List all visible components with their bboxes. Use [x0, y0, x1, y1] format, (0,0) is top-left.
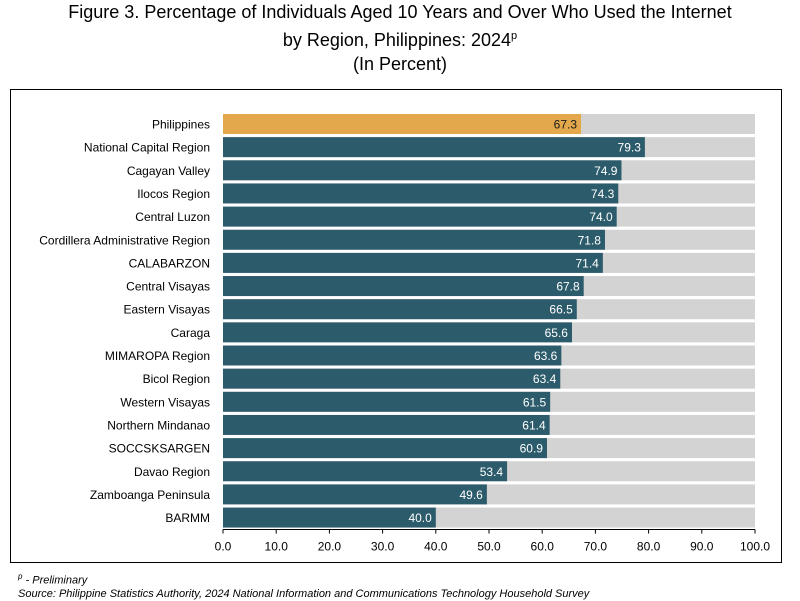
x-tick-label: 70.0 [584, 540, 608, 554]
bar [223, 183, 619, 204]
category-label: Eastern Visayas [124, 303, 211, 317]
data-label: 61.5 [523, 395, 547, 409]
x-tick-label: 40.0 [424, 540, 448, 554]
bar [223, 206, 617, 227]
bar [223, 368, 561, 389]
data-label: 74.3 [591, 187, 615, 201]
data-label: 66.5 [549, 303, 573, 317]
bar [223, 137, 645, 158]
bar [223, 299, 577, 320]
x-tick-label: 30.0 [371, 540, 395, 554]
category-label: Central Luzon [135, 210, 210, 224]
category-label: BARMM [165, 511, 210, 525]
x-tick-label: 0.0 [215, 540, 232, 554]
x-tick-label: 50.0 [477, 540, 501, 554]
footnote-marker: p [18, 572, 23, 581]
bar [223, 160, 622, 181]
bar [223, 461, 508, 482]
data-label: 79.3 [618, 141, 642, 155]
title-line-2: by Region, Philippines: 2024p [0, 24, 800, 52]
footnotes: p - Preliminary Source: Philippine Stati… [18, 570, 589, 601]
data-label: 74.9 [594, 164, 618, 178]
title-superscript: p [511, 30, 518, 42]
category-label: Ilocos Region [137, 187, 210, 201]
bar [223, 276, 584, 297]
x-tick-label: 100.0 [740, 540, 770, 554]
bar-highlight [223, 114, 582, 134]
data-label: 40.0 [408, 511, 432, 525]
footnote-preliminary: p - Preliminary [18, 570, 589, 588]
category-label: Zamboanga Peninsula [90, 488, 210, 502]
footnote-source: Source: Philippine Statistics Authority,… [18, 587, 590, 600]
category-label: SOCCSKSARGEN [109, 442, 210, 456]
footnote-preliminary-text: - Preliminary [22, 574, 88, 587]
bar [223, 391, 551, 412]
bar [223, 345, 562, 366]
chart-title: Figure 3. Percentage of Individuals Aged… [0, 0, 800, 76]
category-label: Cagayan Valley [127, 164, 210, 178]
data-label: 49.6 [460, 488, 484, 502]
x-tick-label: 10.0 [265, 540, 289, 554]
bar [223, 507, 436, 528]
data-label: 63.6 [534, 349, 558, 363]
bar [223, 229, 605, 250]
bar [223, 438, 547, 459]
data-label: 61.4 [522, 418, 546, 432]
title-line-2-text: by Region, Philippines: 2024 [282, 30, 512, 50]
bar [223, 322, 572, 343]
x-tick-label: 20.0 [318, 540, 342, 554]
title-line-1: Figure 3. Percentage of Individuals Aged… [68, 2, 732, 22]
category-label: Central Visayas [126, 280, 210, 294]
category-label: CALABARZON [129, 256, 210, 270]
data-label: 71.8 [578, 233, 602, 247]
bar [223, 484, 487, 505]
data-label: 63.4 [533, 372, 557, 386]
x-tick-label: 90.0 [690, 540, 714, 554]
bar [223, 252, 603, 273]
data-label: 67.3 [554, 118, 578, 132]
data-label: 65.6 [545, 326, 569, 340]
category-label: Western Visayas [120, 395, 210, 409]
category-label: Davao Region [134, 465, 210, 479]
title-line-3: (In Percent) [352, 54, 448, 74]
data-label: 53.4 [480, 465, 504, 479]
x-tick-label: 80.0 [637, 540, 661, 554]
category-label: Northern Mindanao [107, 418, 210, 432]
category-label: National Capital Region [84, 141, 210, 155]
category-label: Cordillera Administrative Region [39, 233, 210, 247]
chart-frame: 67.3 Philippines 79.3 National Capital Regi… [10, 89, 782, 563]
data-label: 74.0 [589, 210, 613, 224]
bar [223, 414, 550, 435]
category-label: Caraga [171, 326, 211, 340]
category-label: Bicol Region [143, 372, 210, 386]
data-label: 67.8 [556, 280, 580, 294]
data-label: 60.9 [520, 442, 544, 456]
x-tick-label: 60.0 [531, 540, 555, 554]
data-label: 71.4 [575, 256, 599, 270]
category-label: MIMAROPA Region [105, 349, 210, 363]
bar-chart: 67.3 Philippines 79.3 National Capital Regi… [39, 114, 770, 554]
category-label: Philippines [152, 118, 210, 132]
